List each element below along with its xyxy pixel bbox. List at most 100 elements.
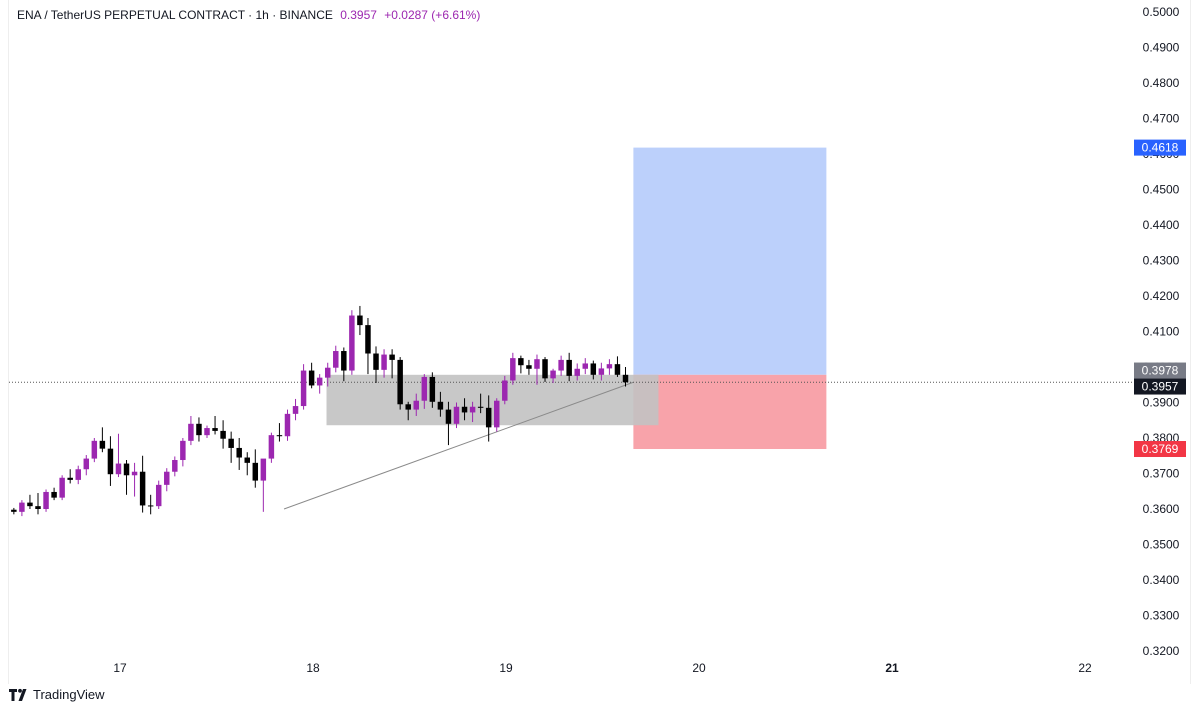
trendline[interactable] — [283, 381, 634, 510]
candle-body[interactable] — [542, 359, 548, 379]
candle-body[interactable] — [43, 491, 49, 509]
candle-body[interactable] — [357, 315, 363, 326]
candle-body[interactable] — [485, 407, 492, 428]
candle-body[interactable] — [308, 370, 315, 386]
candle-body[interactable] — [421, 376, 428, 401]
candle-body[interactable] — [260, 458, 267, 481]
brand-name: TradingView — [33, 687, 105, 702]
candle-body[interactable] — [284, 413, 291, 437]
target-price-badge-label: 0.4618 — [1142, 141, 1179, 155]
candle-body[interactable] — [188, 423, 194, 441]
candle-body[interactable] — [534, 359, 540, 369]
support-zone[interactable] — [326, 374, 659, 426]
candle-body[interactable] — [493, 400, 500, 428]
candle-body[interactable] — [19, 502, 25, 512]
candle-body[interactable] — [139, 471, 146, 506]
candle-body[interactable] — [220, 430, 226, 439]
candle-body[interactable] — [590, 363, 597, 375]
candle-body[interactable] — [574, 368, 580, 376]
candle-body[interactable] — [252, 462, 259, 481]
candle-body[interactable] — [502, 380, 508, 401]
candle-body[interactable] — [155, 484, 162, 507]
entry-price-badge[interactable] — [1134, 362, 1186, 379]
candle-body[interactable] — [236, 447, 242, 458]
candle-body[interactable] — [292, 406, 299, 414]
candle-body[interactable] — [477, 406, 484, 408]
candle-body[interactable] — [365, 325, 371, 354]
y-tick-label: 0.3600 — [1143, 502, 1180, 516]
candle-body[interactable] — [91, 440, 98, 459]
candle-body[interactable] — [27, 502, 33, 507]
candle-body[interactable] — [131, 471, 138, 476]
candle-body[interactable] — [469, 406, 476, 413]
candle-body[interactable] — [526, 365, 532, 369]
candle-body[interactable] — [582, 363, 589, 369]
stop-price-badge[interactable] — [1134, 441, 1186, 458]
candle-body[interactable] — [164, 471, 170, 485]
candle-body[interactable] — [381, 354, 387, 370]
candle-body[interactable] — [212, 428, 218, 431]
candle-body[interactable] — [622, 374, 629, 383]
tradingview-logo-icon — [9, 688, 27, 701]
candle-body[interactable] — [341, 351, 347, 371]
candle-body[interactable] — [461, 406, 468, 413]
candle-body[interactable] — [115, 463, 122, 475]
candle-body[interactable] — [349, 315, 355, 371]
candle-body[interactable] — [35, 506, 41, 509]
candle-body[interactable] — [614, 364, 621, 375]
candle-body[interactable] — [606, 364, 613, 369]
candle-body[interactable] — [59, 477, 65, 498]
candle-body[interactable] — [558, 359, 564, 371]
candle-body[interactable] — [389, 354, 395, 360]
candle-body[interactable] — [405, 404, 411, 410]
candle-body[interactable] — [518, 358, 524, 366]
candle-body[interactable] — [445, 409, 452, 424]
candle-body[interactable] — [268, 435, 275, 459]
x-tick-label: 18 — [306, 661, 320, 675]
candle-body[interactable] — [51, 491, 57, 498]
candle-body[interactable] — [510, 358, 516, 381]
y-tick-label: 0.4700 — [1143, 112, 1180, 126]
candle-body[interactable] — [316, 377, 323, 386]
candle-body[interactable] — [453, 406, 460, 424]
position-loss-zone[interactable] — [633, 374, 827, 450]
candle-body[interactable] — [300, 370, 307, 407]
x-tick-label: 19 — [499, 661, 513, 675]
position-profit-zone[interactable] — [633, 147, 827, 375]
candle-body[interactable] — [244, 457, 250, 463]
y-tick-label: 0.4300 — [1143, 254, 1180, 268]
candle-body[interactable] — [147, 505, 154, 507]
candle-body[interactable] — [123, 463, 130, 476]
price-change: +0.0287 (+6.61%) — [384, 8, 481, 22]
candle-body[interactable] — [437, 401, 444, 410]
candle-body[interactable] — [11, 509, 17, 512]
candle-body[interactable] — [180, 440, 186, 461]
chart-frame[interactable] — [8, 0, 1191, 684]
candle-body[interactable] — [204, 428, 210, 436]
target-price-badge[interactable] — [1134, 139, 1186, 156]
candle-body[interactable] — [228, 438, 234, 448]
candle-body[interactable] — [397, 359, 403, 405]
candle-body[interactable] — [550, 370, 556, 379]
candle-body[interactable] — [429, 376, 436, 402]
tradingview-footer[interactable]: TradingView — [9, 687, 105, 702]
candle-body[interactable] — [75, 469, 81, 480]
candle-body[interactable] — [107, 448, 114, 475]
candle-body[interactable] — [373, 353, 379, 370]
candle-body[interactable] — [324, 367, 331, 378]
candle-body[interactable] — [333, 351, 339, 368]
stop-price-badge-label: 0.3769 — [1142, 442, 1179, 456]
candle-body[interactable] — [172, 460, 178, 472]
candle-body[interactable] — [83, 458, 90, 470]
candle-body[interactable] — [67, 477, 73, 480]
candle-body[interactable] — [413, 400, 419, 410]
last-price: 0.3957 — [340, 8, 377, 22]
candle-body[interactable] — [598, 368, 605, 375]
candle-body[interactable] — [99, 440, 106, 449]
entry-price-badge-label: 0.3978 — [1142, 364, 1179, 378]
candle-body[interactable] — [276, 435, 283, 437]
candle-body[interactable] — [566, 359, 572, 376]
candle-body[interactable] — [196, 423, 202, 436]
last-price-badge[interactable] — [1134, 378, 1186, 395]
